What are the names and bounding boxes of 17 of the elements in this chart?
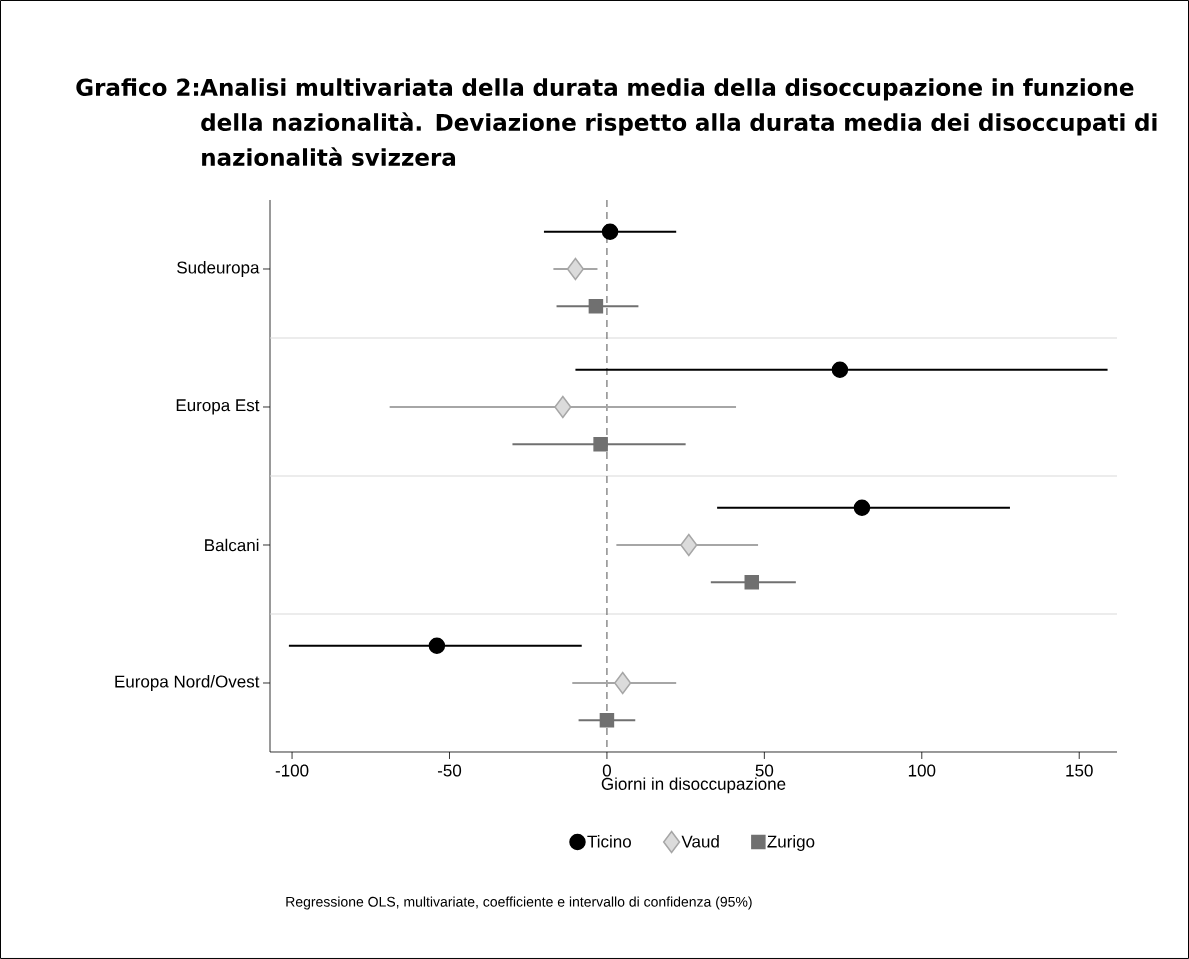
x-tick-label: 150 — [1066, 764, 1093, 777]
x-tick-label: -50 — [437, 764, 462, 777]
legend-label: Zurigo — [767, 835, 815, 851]
chart-title: Grafico 2: — [76, 78, 199, 96]
legend-label: Vaud — [681, 835, 719, 848]
x-tick-label: -100 — [275, 764, 309, 777]
legend-label: Ticino — [587, 835, 631, 848]
chart-subtitle: Analisi multivariata della durata media della disoccupazione in funzione della nazionalità. Deviazione rispetto alla durata media dei disoccupati di nazionalità svizzera — [200, 78, 1157, 166]
x-axis-title: Giorni in disoccupazione — [601, 777, 786, 794]
x-tick-label: 0 — [602, 764, 611, 777]
y-tick-label: Europa Nord/Ovest — [115, 675, 260, 691]
x-tick-label: 100 — [908, 764, 936, 777]
y-tick-label: Balcani — [205, 538, 259, 552]
y-tick-label: Europa Est — [176, 399, 260, 415]
y-tick-label: Sudeuropa — [177, 261, 260, 277]
text: Regressione OLS, multivariate, coefficiente e intervallo di confidenza (95%) — [286, 896, 752, 910]
x-tick-label: 50 — [755, 764, 774, 777]
